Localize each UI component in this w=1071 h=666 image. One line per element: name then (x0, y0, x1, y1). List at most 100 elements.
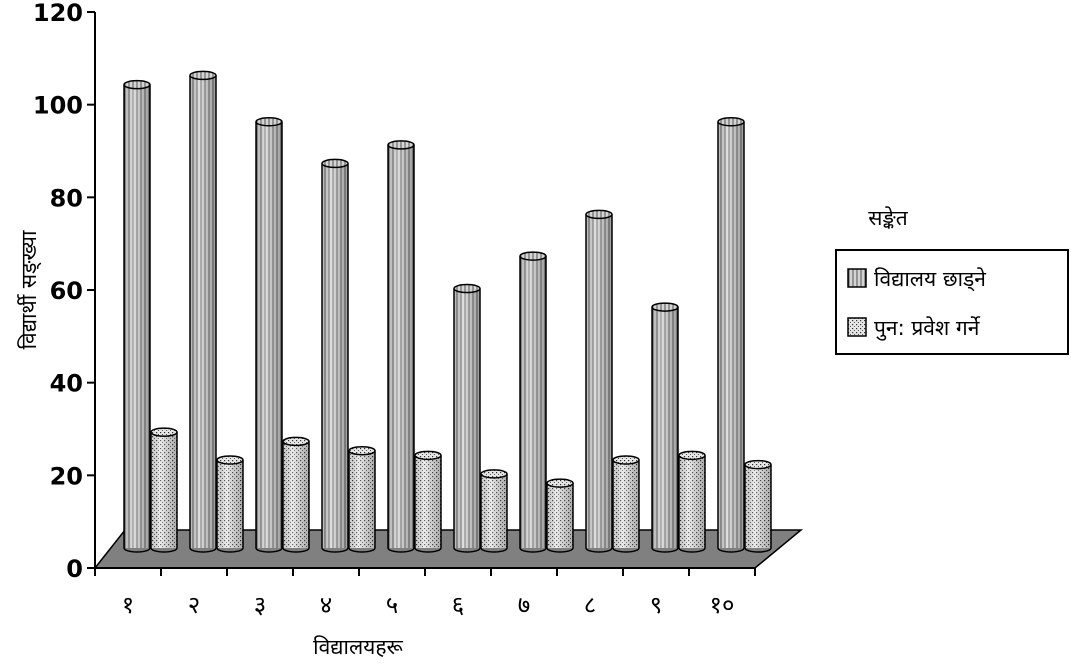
bar-shading (283, 441, 309, 548)
bar-shading (745, 464, 771, 548)
y-tick-label: 20 (50, 462, 83, 490)
y-axis-title: विद्यार्थी सङ्ख्या (17, 230, 42, 349)
bar-top (150, 427, 178, 437)
bar-bottom (282, 547, 310, 553)
bar-top (480, 469, 508, 479)
bar-shading (547, 483, 573, 548)
x-tick-label: १ (122, 591, 134, 619)
bar-dropout-10 (717, 116, 745, 553)
bar-dropout-8 (585, 209, 613, 553)
bar-shading (256, 121, 282, 548)
x-tick-label: ९ (650, 591, 662, 619)
bar-bottom (546, 547, 574, 553)
bar-top (255, 116, 283, 127)
legend-swatch-dotted-grid (847, 317, 867, 337)
x-tick-label: ६ (452, 591, 464, 619)
bar-dropout-1 (123, 79, 151, 553)
bar-top (585, 209, 613, 220)
bar-dropout-4 (321, 158, 349, 553)
bar-bottom (321, 547, 349, 553)
bar-shading (190, 75, 216, 549)
x-tick-label: ७ (518, 591, 530, 619)
bar-shading (718, 121, 744, 548)
bar-bottom (717, 547, 745, 553)
bar-shading (454, 288, 480, 548)
bar-readmission-7 (546, 478, 574, 553)
bar-bottom (189, 547, 217, 553)
y-tick-label: 80 (50, 184, 83, 212)
x-tick-label: १० (710, 591, 735, 619)
y-tick-label: 40 (50, 370, 83, 398)
bar-shading (349, 450, 375, 548)
bar-readmission-8 (612, 455, 640, 553)
bar-shading (322, 163, 348, 548)
bar-top (678, 450, 706, 461)
x-tick-label: ८ (584, 591, 596, 619)
bar-shading (652, 307, 678, 548)
bar-dropout-9 (651, 302, 679, 553)
bar-readmission-10 (744, 459, 772, 553)
bar-top (546, 478, 574, 488)
bar-readmission-3 (282, 436, 310, 553)
x-axis-title: विद्यालयहरू (313, 635, 403, 659)
bar-top (519, 251, 547, 261)
bar-readmission-6 (480, 469, 508, 553)
bar-top (216, 455, 244, 465)
bar-shading (415, 455, 441, 548)
bar-shading (151, 432, 177, 548)
bar-shading (481, 473, 507, 548)
bar-top (348, 445, 376, 456)
bar-bottom (519, 547, 547, 553)
y-tick-label: 120 (33, 0, 83, 27)
x-tick-label: ५ (386, 591, 398, 619)
bar-bottom (678, 547, 706, 553)
bar-bottom (612, 547, 640, 553)
y-tick-label: 60 (50, 277, 83, 305)
legend-box (835, 249, 1069, 355)
legend-label-series-1: विद्यालय छाड्ने (874, 267, 986, 292)
bar-shading (613, 459, 639, 548)
y-axis-ticks: 0 20 40 60 80 100 120 (33, 0, 95, 583)
bar-top (453, 283, 481, 294)
bar-shading (586, 214, 612, 548)
bar-bottom (387, 547, 415, 553)
bar-bottom (651, 547, 679, 553)
bar-readmission-9 (678, 450, 706, 553)
bar-top (717, 116, 745, 127)
bar-shading (679, 455, 705, 548)
bar-readmission-2 (216, 455, 244, 553)
bar-top (189, 70, 217, 81)
bar-top (744, 459, 772, 470)
bar-bottom (453, 547, 481, 553)
bar-readmission-5 (414, 450, 442, 553)
bar-bottom (585, 547, 613, 553)
bar-bottom (414, 547, 442, 553)
bar-bottom (480, 547, 508, 553)
x-tick-label: २ (188, 591, 200, 619)
bar-shading (124, 84, 150, 549)
y-tick-label: 0 (66, 555, 83, 583)
y-tick-label: 100 (33, 92, 83, 120)
x-tick-label: ४ (320, 591, 332, 619)
bar-top (282, 436, 310, 447)
bar-bottom (216, 547, 244, 553)
bar-readmission-1 (150, 427, 178, 553)
legend-swatch-vertical-lines (847, 268, 867, 288)
bar-top (321, 158, 349, 169)
bar-top (123, 79, 151, 90)
bar-bottom (348, 547, 376, 553)
x-tick-label: ३ (254, 591, 266, 619)
legend-title: सङ्केत (868, 206, 908, 230)
bar-dropout-5 (387, 140, 415, 553)
bar-dropout-3 (255, 116, 283, 553)
legend-label-series-2: पुन: प्रवेश गर्ने (874, 316, 981, 341)
bar-top (612, 455, 640, 465)
bar-bottom (744, 547, 772, 553)
bar-shading (520, 256, 546, 548)
bar-top (651, 302, 679, 312)
bar-top (414, 450, 442, 461)
bar-dropout-6 (453, 283, 481, 553)
bars-group (123, 70, 772, 553)
x-axis-ticks: १ २ ३ ४ ५ ६ ७ ८ ९ १० (94, 568, 756, 619)
